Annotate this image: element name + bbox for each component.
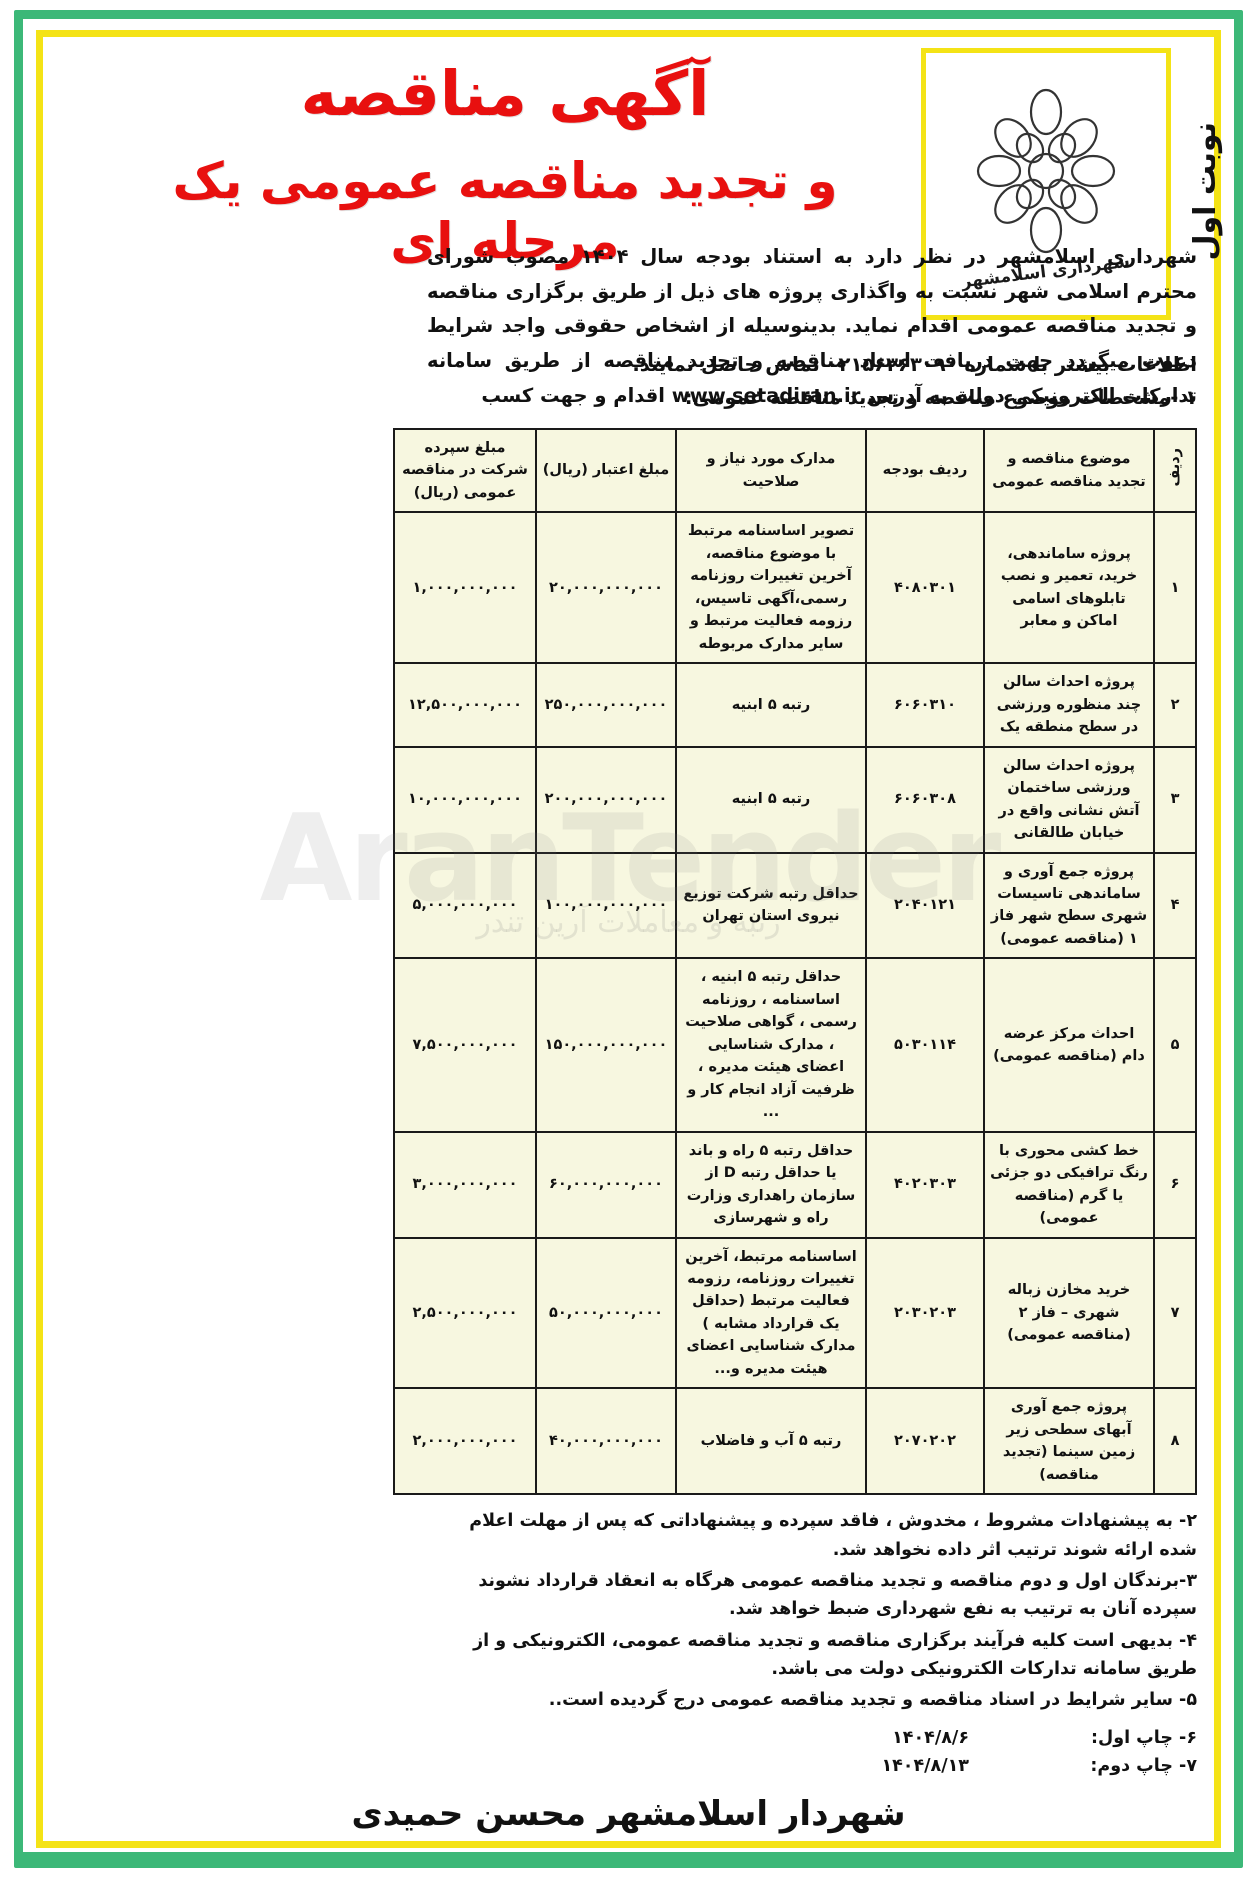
page-subtitle: و تجدید مناقصه عمومی یک مرحله ای bbox=[172, 152, 839, 271]
table-row: ۳ پروژه احداث سالن ورزشی ساختمان آتش نشان… bbox=[393, 745, 1197, 854]
cell-credit-amount: ۵۰,۰۰۰,۰۰۰,۰۰۰ bbox=[535, 1236, 677, 1390]
table-row: ۵ احداث مرکز عرضه دام (مناقصه عمومی) ۵۰۳۰۱… bbox=[393, 957, 1197, 1133]
cell-subject: خط کشی محوری با رنگ ترافیکی دو جزئی یا گ… bbox=[983, 1130, 1155, 1239]
decorative-green-frame bbox=[14, 10, 1243, 1868]
column-header-documents: مدارک مورد نیاز و صلاحیت bbox=[675, 427, 867, 514]
cell-subject: خرید مخازن زباله شهری – فاز ۲ (مناقصه عم… bbox=[983, 1236, 1155, 1390]
intro-paragraph-text: شهرداری اسلامشهر در نظر دارد به استناد ب… bbox=[427, 245, 1197, 407]
cell-documents: اساسنامه مرتبط، آخرین تغییرات روزنامه، ر… bbox=[675, 1236, 867, 1390]
decorative-bottom-band bbox=[22, 1852, 1235, 1862]
column-header-credit-amount: مبلغ اعتبار (ریال) bbox=[535, 427, 677, 514]
table-row: ۱ پروژه ساماندهی، خرید، تعمیر و نصب تابلو… bbox=[393, 511, 1197, 665]
headline-block: آگهی مناقصه و تجدید مناقصه عمومی یک مرحل… bbox=[105, 58, 905, 271]
cell-credit-amount: ۴۰,۰۰۰,۰۰۰,۰۰۰ bbox=[535, 1387, 677, 1496]
flower-emblem-icon bbox=[971, 86, 1121, 256]
cell-credit-amount: ۲۰۰,۰۰۰,۰۰۰,۰۰۰ bbox=[535, 745, 677, 854]
cell-documents: رتبه ۵ ابنیه bbox=[675, 745, 867, 854]
table-row: ۲ پروژه احداث سالن چند منظوره ورزشی در سط… bbox=[393, 662, 1197, 748]
intro-paragraph: شهرداری اسلامشهر در نظر دارد به استناد ب… bbox=[427, 240, 1197, 414]
cell-deposit-amount: ۳,۰۰۰,۰۰۰,۰۰۰ bbox=[393, 1130, 537, 1239]
municipality-logo-box: شهرداری اسلامشهر bbox=[921, 48, 1171, 320]
column-header-subject: موضوع مناقصه و تجدید مناقصه عمومی bbox=[983, 427, 1155, 514]
cell-documents: رتبه ۵ آب و فاضلاب bbox=[675, 1387, 867, 1496]
cell-budget-row: ۵۰۳۰۱۱۴ bbox=[865, 957, 985, 1133]
setadiran-url[interactable]: www.setadiran.ir bbox=[671, 383, 861, 407]
cell-subject: پروژه جمع آوری آبهای سطحی زیر زمین سینما… bbox=[983, 1387, 1155, 1496]
table-header-row: ردیف موضوع مناقصه و تجدید مناقصه عمومی ر… bbox=[393, 427, 1197, 514]
cell-subject: احداث مرکز عرضه دام (مناقصه عمومی) bbox=[983, 957, 1155, 1133]
cell-row-number: ۸ bbox=[1153, 1387, 1197, 1496]
footer-note: ۵- سایر شرایط در اسناد مناقصه و تجدید من… bbox=[548, 1690, 1197, 1711]
footer-note: ۳-برندگان اول و دوم مناقصه و تجدید مناقص… bbox=[478, 1570, 1197, 1620]
cell-row-number: ۲ bbox=[1153, 662, 1197, 748]
cell-credit-amount: ۱۵۰,۰۰۰,۰۰۰,۰۰۰ bbox=[535, 957, 677, 1133]
cell-deposit-amount: ۷,۵۰۰,۰۰۰,۰۰۰ bbox=[393, 957, 537, 1133]
cell-documents: حداقل رتبه ۵ ابنیه ، اساسنامه ، روزنامه … bbox=[675, 957, 867, 1133]
cell-deposit-amount: ۱۲,۵۰۰,۰۰۰,۰۰۰ bbox=[393, 662, 537, 748]
intro-paragraph-tail: اقدام و جهت کسب bbox=[481, 383, 665, 407]
cell-deposit-amount: ۱۰,۰۰۰,۰۰۰,۰۰۰ bbox=[393, 745, 537, 854]
cell-credit-amount: ۱۰۰,۰۰۰,۰۰۰,۰۰۰ bbox=[535, 851, 677, 960]
cell-subject: پروژه ساماندهی، خرید، تعمیر و نصب تابلوه… bbox=[983, 511, 1155, 665]
footer-note: ۲- به پیشنهادات مشروط ، مخدوش ، فاقد سپر… bbox=[469, 1511, 1197, 1560]
footer-notes: ۲- به پیشنهادات مشروط ، مخدوش ، فاقد سپر… bbox=[427, 1507, 1197, 1717]
publication-date-row: ۶- چاپ اول: ۱۴۰۴/۸/۶ bbox=[427, 1724, 1197, 1752]
cell-budget-row: ۲۰۳۰۲۰۳ bbox=[865, 1236, 985, 1390]
cell-budget-row: ۶۰۶۰۳۱۰ bbox=[865, 662, 985, 748]
table-row: ۴ پروژه جمع آوری و ساماندهی تاسیسات شهری … bbox=[393, 851, 1197, 960]
cell-row-number: ۶ bbox=[1153, 1130, 1197, 1239]
column-header-deposit-amount: مبلغ سپرده شرکت در مناقصه عمومی (ریال) bbox=[393, 427, 537, 514]
cell-subject: پروژه جمع آوری و ساماندهی تاسیسات شهری س… bbox=[983, 851, 1155, 960]
cell-deposit-amount: ۱,۰۰۰,۰۰۰,۰۰۰ bbox=[393, 511, 537, 665]
cell-subject: پروژه احداث سالن چند منظوره ورزشی در سطح… bbox=[983, 662, 1155, 748]
table-header: ردیف موضوع مناقصه و تجدید مناقصه عمومی ر… bbox=[393, 427, 1197, 514]
table-row: ۶ خط کشی محوری با رنگ ترافیکی دو جزئی یا … bbox=[393, 1130, 1197, 1239]
cell-documents: رتبه ۵ ابنیه bbox=[675, 662, 867, 748]
column-header-no: ردیف bbox=[1153, 427, 1197, 514]
cell-budget-row: ۲۰۴۰۱۲۱ bbox=[865, 851, 985, 960]
publication-date-label: ۷- چاپ دوم: bbox=[1090, 1755, 1197, 1776]
cell-budget-row: ۴۰۸۰۳۰۱ bbox=[865, 511, 985, 665]
signature-line: شهردار اسلامشهر محسن حمیدی bbox=[351, 1794, 906, 1834]
cell-subject: پروژه احداث سالن ورزشی ساختمان آتش نشانی… bbox=[983, 745, 1155, 854]
cell-row-number: ۴ bbox=[1153, 851, 1197, 960]
table-section-label: ۱ -مشخصات موضوع مناقصه و تجدید مناقصه عم… bbox=[684, 386, 1197, 409]
cell-credit-amount: ۶۰,۰۰۰,۰۰۰,۰۰۰ bbox=[535, 1130, 677, 1239]
cell-credit-amount: ۲۰,۰۰۰,۰۰۰,۰۰۰ bbox=[535, 511, 677, 665]
cell-row-number: ۳ bbox=[1153, 745, 1197, 854]
publication-date-row: ۷- چاپ دوم: ۱۴۰۴/۸/۱۳ bbox=[427, 1752, 1197, 1780]
cell-budget-row: ۶۰۶۰۳۰۸ bbox=[865, 745, 985, 854]
table-row: ۷ خرید مخازن زباله شهری – فاز ۲ (مناقصه ع… bbox=[393, 1236, 1197, 1390]
decorative-yellow-frame bbox=[36, 30, 1221, 1848]
cell-budget-row: ۲۰۷۰۲۰۲ bbox=[865, 1387, 985, 1496]
publication-date-value: ۱۴۰۴/۸/۶ bbox=[892, 1727, 969, 1748]
cell-budget-row: ۴۰۲۰۳۰۳ bbox=[865, 1130, 985, 1239]
contact-line: اطلاعات بیشتر با شماره ۰۲۱۵۶۳۶۳۰۹۰ تماس … bbox=[632, 353, 1197, 376]
table-body: ۱ پروژه ساماندهی، خرید، تعمیر و نصب تابلو… bbox=[393, 511, 1197, 1496]
cell-deposit-amount: ۵,۰۰۰,۰۰۰,۰۰۰ bbox=[393, 851, 537, 960]
tender-table: ردیف موضوع مناقصه و تجدید مناقصه عمومی ر… bbox=[393, 427, 1197, 1496]
cell-credit-amount: ۲۵۰,۰۰۰,۰۰۰,۰۰۰ bbox=[535, 662, 677, 748]
cell-row-number: ۷ bbox=[1153, 1236, 1197, 1390]
page-title: آگهی مناقصه bbox=[300, 57, 712, 130]
cell-documents: حداقل رتبه شرکت توزیع نیروی استان تهران bbox=[675, 851, 867, 960]
cell-row-number: ۱ bbox=[1153, 511, 1197, 665]
publication-date-label: ۶- چاپ اول: bbox=[1091, 1727, 1197, 1748]
cell-deposit-amount: ۲,۵۰۰,۰۰۰,۰۰۰ bbox=[393, 1236, 537, 1390]
cell-documents: حداقل رتبه ۵ راه و باند یا حداقل رتبه D … bbox=[675, 1130, 867, 1239]
footer-note: ۴- بدیهی است کلیه فرآیند برگزاری مناقصه … bbox=[473, 1630, 1197, 1679]
cell-row-number: ۵ bbox=[1153, 957, 1197, 1133]
cell-documents: تصویر اساسنامه مرتبط با موضوع مناقصه، آخ… bbox=[675, 511, 867, 665]
column-header-budget-row: ردیف بودجه bbox=[865, 427, 985, 514]
cell-deposit-amount: ۲,۰۰۰,۰۰۰,۰۰۰ bbox=[393, 1387, 537, 1496]
publication-date-value: ۱۴۰۴/۸/۱۳ bbox=[881, 1755, 969, 1776]
table-row: ۸ پروژه جمع آوری آبهای سطحی زیر زمین سینم… bbox=[393, 1387, 1197, 1496]
publication-dates: ۶- چاپ اول: ۱۴۰۴/۸/۶ ۷- چاپ دوم: ۱۴۰۴/۸/۱۳ bbox=[427, 1724, 1197, 1781]
